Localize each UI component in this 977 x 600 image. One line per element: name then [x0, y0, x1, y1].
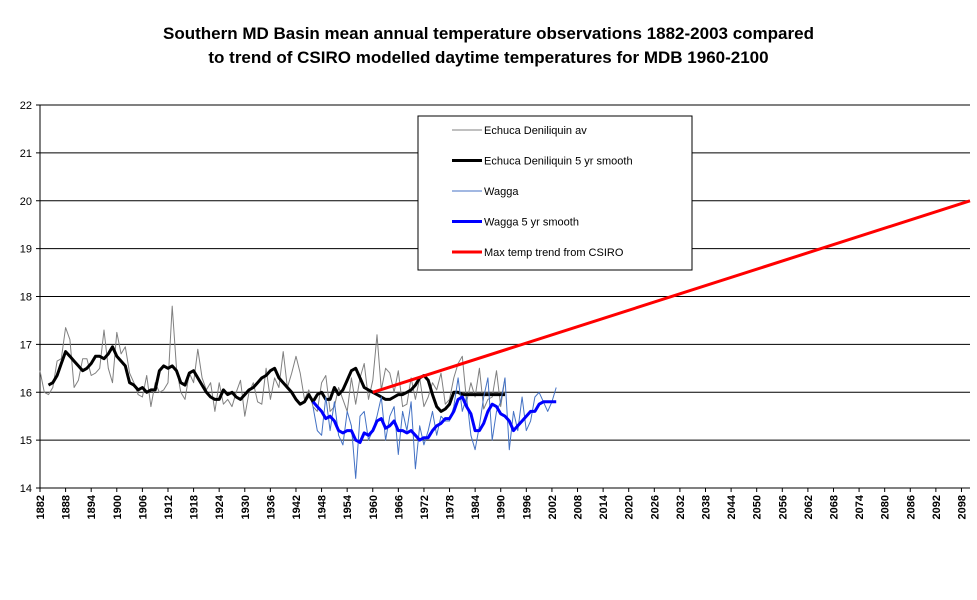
x-tick-label: 2008 [573, 495, 585, 519]
x-tick-label: 2086 [905, 495, 917, 519]
x-tick-label: 2074 [854, 494, 866, 519]
legend-label-4: Wagga 5 yr smooth [484, 217, 579, 229]
x-tick-label: 2044 [726, 494, 738, 519]
x-tick-label: 1954 [342, 494, 354, 519]
x-tick-label: 1990 [496, 495, 508, 519]
x-tick-label: 2032 [675, 495, 687, 519]
x-tick-label: 2056 [777, 495, 789, 519]
legend-label-2: Echuca Deniliquin 5 yr smooth [484, 156, 633, 168]
y-tick-label: 17 [20, 339, 32, 351]
x-tick-label: 1978 [445, 495, 457, 519]
legend: Echuca Deniliquin av Echuca Deniliquin 5 … [417, 115, 693, 271]
x-tick-label: 1972 [419, 495, 431, 519]
x-tick-label: 2020 [624, 495, 636, 519]
chart-title-line-2: to trend of CSIRO modelled daytime tempe… [208, 48, 769, 67]
series-line-2 [47, 345, 505, 413]
legend-label-3: Wagga [484, 186, 519, 198]
x-tick-label: 1888 [61, 495, 73, 519]
x-tick-label: 2092 [931, 495, 943, 519]
x-tick-label: 2050 [752, 495, 764, 519]
x-tick-label: 2014 [598, 494, 610, 519]
x-tick-label: 2062 [803, 495, 815, 519]
x-tick-label: 1894 [86, 494, 98, 519]
y-tick-label: 16 [20, 387, 32, 399]
series-line-4 [311, 395, 557, 444]
y-tick-label: 20 [20, 196, 32, 208]
y-tick-label: 15 [20, 435, 32, 447]
y-axis-ticks: 14 15 16 17 18 19 20 21 22 [20, 100, 40, 495]
x-tick-label: 1882 [35, 495, 47, 519]
x-tick-label: 2038 [701, 495, 713, 519]
x-tick-label: 1948 [317, 495, 329, 519]
y-tick-label: 19 [20, 244, 32, 256]
x-tick-label: 1906 [137, 495, 149, 519]
chart-title-line-1: Southern MD Basin mean annual temperatur… [163, 24, 814, 43]
x-tick-label: 2080 [880, 495, 892, 519]
x-tick-label: 2098 [956, 495, 968, 519]
x-tick-label: 1960 [368, 495, 380, 519]
series-line-3 [312, 377, 557, 479]
x-tick-label: 1900 [112, 495, 124, 519]
x-tick-label: 1924 [214, 494, 226, 519]
legend-box [417, 115, 693, 271]
x-tick-label: 1996 [521, 495, 533, 519]
y-tick-label: 21 [20, 148, 32, 160]
y-tick-label: 18 [20, 292, 32, 304]
x-tick-label: 1942 [291, 495, 303, 519]
legend-label-1: Echuca Deniliquin av [484, 125, 587, 137]
x-tick-label: 1936 [265, 495, 277, 519]
series-line-5 [372, 199, 971, 394]
x-tick-label: 1930 [240, 495, 252, 519]
x-tick-label: 1918 [189, 495, 201, 519]
legend-label-5: Max temp trend from CSIRO [484, 247, 624, 259]
x-tick-label: 1984 [470, 494, 482, 519]
series-line-1 [39, 305, 506, 417]
x-tick-label: 1912 [163, 495, 175, 519]
x-tick-label: 2026 [649, 495, 661, 519]
chart-title: Southern MD Basin mean annual temperatur… [0, 22, 977, 70]
x-tick-label: 1966 [393, 495, 405, 519]
y-tick-label: 14 [20, 483, 32, 495]
x-tick-label: 2068 [828, 495, 840, 519]
y-tick-label: 22 [20, 100, 32, 112]
x-tick-label: 2002 [547, 495, 559, 519]
plot-area [39, 199, 971, 479]
x-axis-ticks: 1882 1888 1894 1900 1906 1912 1918 1924 1930 1936… [35, 488, 968, 519]
